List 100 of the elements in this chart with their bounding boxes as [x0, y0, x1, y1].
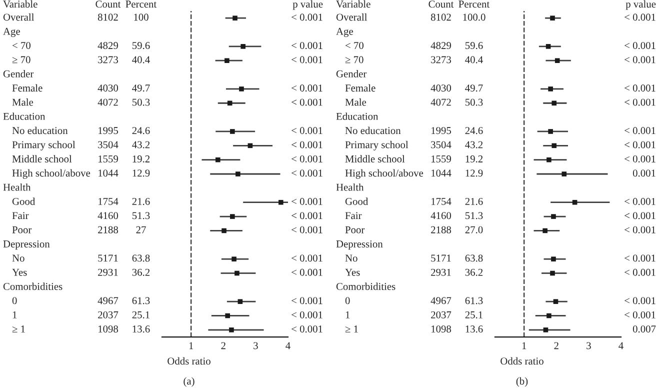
text: < 0.001 — [624, 127, 656, 134]
text: Variable — [3, 0, 38, 8]
category-label: Health — [3, 183, 31, 191]
text: 43.2 — [132, 141, 150, 148]
text: 36.2 — [465, 268, 483, 276]
text: < 0.001 — [292, 84, 322, 92]
text: < 0.001 — [292, 141, 322, 148]
text: 1754 — [98, 198, 118, 205]
category-label: 1 — [12, 311, 17, 318]
text: 2188 — [431, 226, 452, 234]
text: < 0.001 — [292, 56, 322, 64]
x-tick-label: 1 — [189, 342, 194, 350]
text: 63.8 — [132, 254, 150, 262]
point — [546, 157, 552, 162]
text: < 0.001 — [624, 254, 656, 262]
text: 8102 — [98, 14, 118, 21]
text: 4072 — [430, 98, 451, 106]
point — [546, 313, 552, 318]
text: 43.2 — [465, 141, 483, 148]
point — [548, 129, 553, 134]
point — [238, 299, 243, 304]
text: 1098 — [98, 325, 118, 333]
text: 3273 — [431, 56, 452, 64]
text: 25.1 — [132, 311, 150, 318]
category-label: Depression — [3, 240, 50, 250]
text: 2931 — [431, 268, 451, 276]
text: 5171 — [431, 254, 451, 262]
x-tick-label: 4 — [618, 342, 624, 350]
text: 1044 — [98, 170, 118, 177]
category-label: High school/above — [12, 169, 90, 179]
text: < 0.001 — [292, 98, 322, 106]
point — [239, 86, 244, 92]
text: 4160 — [98, 212, 118, 220]
category-label: Poor — [12, 226, 32, 234]
text: 51.3 — [465, 212, 483, 220]
text: < 0.001 — [292, 297, 322, 304]
point — [552, 143, 557, 148]
text: 25.1 — [465, 311, 482, 318]
category-label: ≥ 1 — [345, 326, 358, 332]
x-tick-label: 1 — [522, 342, 526, 350]
point — [551, 214, 556, 219]
text: < 0.001 — [292, 268, 322, 276]
text: 1754 — [432, 198, 452, 205]
text: 4160 — [430, 212, 452, 220]
text: 1044 — [432, 170, 452, 177]
text: < 0.001 — [624, 98, 656, 106]
category-label: Overall — [3, 13, 34, 21]
category-label: Yes — [12, 268, 27, 276]
text: 4829 — [98, 42, 118, 50]
text: 3504 — [431, 141, 452, 148]
category-label: Fair — [345, 212, 362, 220]
point — [225, 313, 230, 318]
text: < 0.001 — [624, 268, 656, 276]
category-label: Education — [3, 112, 46, 120]
point — [232, 256, 236, 262]
category-label: Gender — [3, 70, 34, 78]
point — [236, 172, 240, 176]
point — [230, 214, 235, 219]
category-label: Female — [12, 84, 42, 92]
text: 2931 — [98, 268, 118, 276]
text: 1995 — [432, 127, 452, 134]
text: 100.0 — [463, 14, 486, 21]
text: 36.2 — [132, 268, 150, 276]
text: 40.4 — [132, 56, 150, 64]
category-label: < 70 — [346, 42, 364, 50]
text: 1559 — [432, 155, 451, 162]
text: 61.3 — [465, 297, 483, 304]
text: 0.007 — [632, 325, 656, 333]
point — [554, 58, 560, 64]
text: < 0.001 — [624, 84, 656, 92]
text: 63.8 — [465, 254, 483, 262]
text: 1098 — [432, 325, 452, 333]
x-tick-label: 3 — [586, 342, 591, 350]
point — [248, 143, 253, 148]
text: 49.7 — [132, 84, 150, 92]
text: 2037 — [98, 311, 118, 318]
point — [572, 200, 578, 205]
category-label: 1 — [346, 311, 350, 318]
point — [546, 44, 551, 49]
text: 49.7 — [465, 84, 483, 92]
text: 4967 — [430, 297, 452, 304]
x-tick-label: 2 — [221, 342, 226, 350]
text: < 0.001 — [292, 42, 322, 50]
category-label: Good — [12, 198, 36, 205]
point — [551, 256, 556, 262]
category-label: Comorbidities — [3, 282, 62, 290]
category-label: Primary school — [345, 140, 408, 150]
category-label: Female — [345, 84, 376, 92]
category-label: No education — [12, 126, 68, 134]
text: Count — [96, 0, 121, 8]
text: 61.3 — [132, 297, 150, 304]
text: 19.2 — [466, 155, 483, 162]
category-label: Primary school — [12, 140, 76, 150]
category-label: Age — [3, 28, 20, 37]
text: Percent — [126, 0, 157, 8]
category-label: 0 — [12, 297, 17, 304]
point — [230, 129, 235, 134]
text: 1995 — [98, 127, 118, 134]
category-label: Age — [336, 28, 353, 37]
text: 21.6 — [465, 198, 483, 205]
